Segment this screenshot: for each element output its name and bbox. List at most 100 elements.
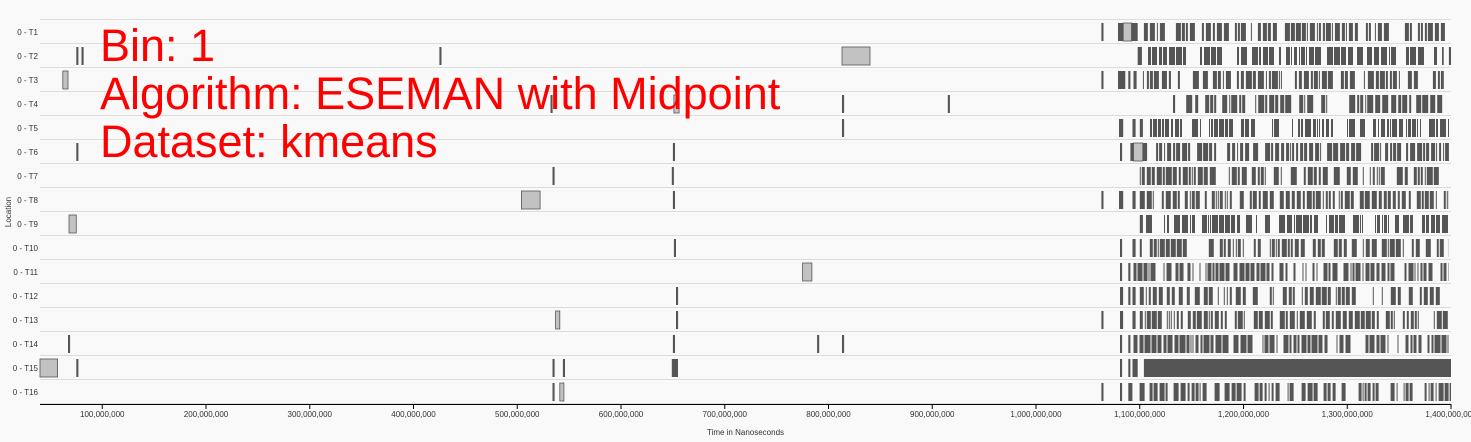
event-bar — [1192, 263, 1194, 281]
event-bar — [1262, 335, 1264, 353]
event-bar — [1151, 311, 1157, 329]
event-bar — [1153, 239, 1157, 257]
event-bar — [1168, 71, 1171, 89]
event-bar — [1141, 167, 1145, 185]
event-bar — [1150, 263, 1156, 281]
event-bar — [1343, 263, 1349, 281]
event-bar — [1367, 383, 1371, 401]
event-bar — [1397, 143, 1402, 161]
event-bar — [1439, 143, 1442, 161]
event-bar — [1322, 191, 1324, 209]
event-bar — [1376, 335, 1380, 353]
event-bar — [1401, 191, 1406, 209]
event-bar — [1171, 287, 1175, 305]
event-bar — [1410, 311, 1414, 329]
event-bar — [1279, 263, 1284, 281]
event-bar — [1371, 143, 1374, 161]
event-bar — [1300, 239, 1305, 257]
event-bar — [1170, 311, 1172, 329]
event-bar — [1336, 335, 1338, 353]
event-bar — [1264, 335, 1269, 353]
event-bar — [1200, 335, 1203, 353]
event-bar — [1380, 335, 1386, 353]
event-bar — [1327, 143, 1333, 161]
event-bar — [1139, 287, 1144, 305]
event-bar — [1339, 335, 1344, 353]
event-bar — [1350, 263, 1352, 281]
event-bar — [1290, 23, 1295, 41]
event-bar — [1209, 167, 1216, 185]
event-bar — [1257, 167, 1260, 185]
event-bar — [1377, 215, 1380, 233]
event-bar — [1360, 311, 1365, 329]
event-bar — [1166, 311, 1168, 329]
event-bar — [1255, 95, 1257, 113]
event-bar — [1363, 71, 1365, 89]
event-bar — [1317, 119, 1318, 137]
event-bar — [1413, 71, 1418, 89]
event-bar — [1328, 191, 1331, 209]
event-bar — [1212, 263, 1215, 281]
event-bar — [1139, 167, 1141, 185]
event-bar — [1408, 263, 1414, 281]
event-bar — [1338, 239, 1342, 257]
event-bar — [842, 95, 845, 113]
event-bar — [1372, 287, 1374, 305]
event-bar — [1194, 287, 1200, 305]
event-bar — [1445, 143, 1449, 161]
event-bar — [1291, 191, 1295, 209]
event-bar — [1279, 215, 1285, 233]
event-bar — [1355, 263, 1361, 281]
event-bar — [1128, 335, 1131, 353]
event-bar — [1269, 47, 1274, 65]
event-bar — [1120, 287, 1124, 305]
event-bar — [1245, 119, 1249, 137]
event-bar — [1332, 263, 1338, 281]
event-bar — [1420, 263, 1423, 281]
event-bar — [1212, 215, 1218, 233]
event-bar — [1431, 215, 1435, 233]
event-block-light — [39, 358, 59, 378]
event-bar — [1269, 191, 1274, 209]
event-bar — [1389, 71, 1392, 89]
event-bar — [1433, 167, 1439, 185]
event-bar — [1235, 287, 1241, 305]
event-bar — [1187, 383, 1190, 401]
event-bar — [1271, 383, 1274, 401]
event-bar — [1381, 119, 1385, 137]
event-bar — [1271, 71, 1278, 89]
event-bar — [1271, 263, 1274, 281]
event-bar — [1164, 215, 1165, 233]
event-bar — [1215, 191, 1217, 209]
event-bar — [1385, 311, 1390, 329]
event-bar — [1315, 191, 1321, 209]
event-block-light — [673, 94, 680, 114]
row-label: 0 - T5 — [17, 124, 38, 133]
event-bar — [1268, 71, 1271, 89]
event-bar — [1209, 143, 1213, 161]
event-bar — [1402, 311, 1405, 329]
x-tick-label: 800,000,000 — [806, 410, 851, 419]
event-bar — [1153, 71, 1159, 89]
event-bar — [1192, 311, 1196, 329]
event-bar — [1341, 47, 1346, 65]
event-bar — [1208, 287, 1213, 305]
x-tick-label: 700,000,000 — [703, 410, 748, 419]
event-bar — [1195, 95, 1199, 113]
event-block-light — [521, 190, 541, 210]
event-bar — [672, 143, 675, 161]
event-bar — [1344, 191, 1350, 209]
event-bar — [1237, 47, 1239, 65]
event-bar — [1175, 263, 1179, 281]
event-bar — [1398, 71, 1400, 89]
event-bar — [1424, 383, 1427, 401]
event-bar — [1139, 119, 1143, 137]
event-bar — [1331, 311, 1334, 329]
event-bar — [1284, 23, 1290, 41]
event-bar — [1271, 239, 1275, 257]
event-bar — [1139, 191, 1145, 209]
event-bar — [1143, 23, 1148, 41]
event-bar — [1167, 215, 1169, 233]
event-bar — [671, 167, 674, 185]
row-label: 0 - T4 — [17, 100, 38, 109]
